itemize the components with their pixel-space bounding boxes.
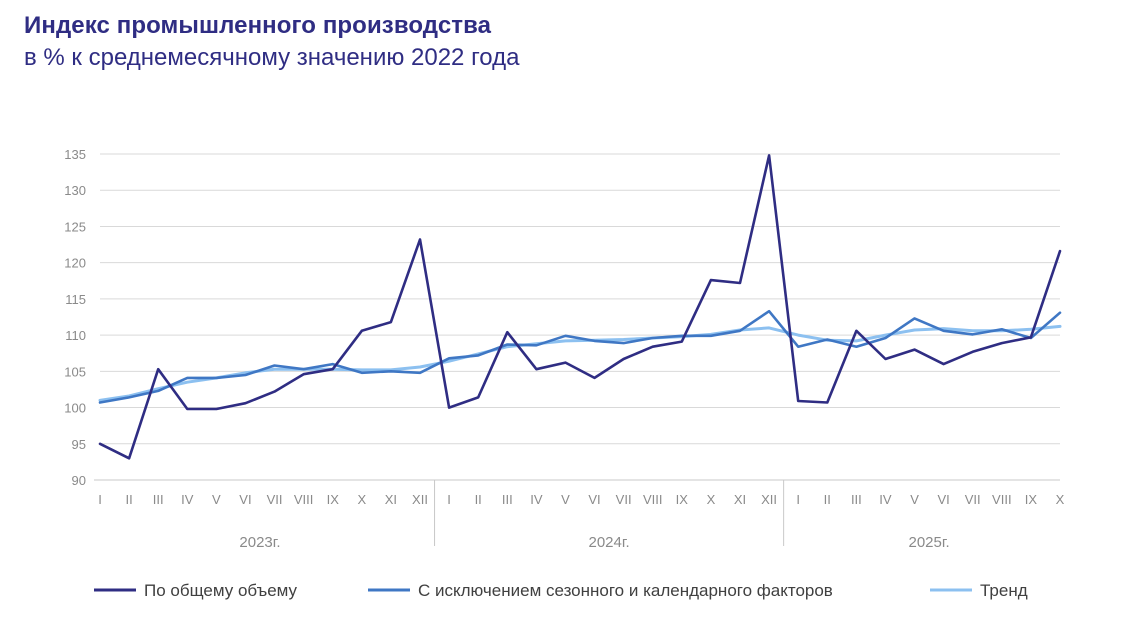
x-tick-label: VII: [267, 492, 283, 507]
x-tick-label: III: [153, 492, 164, 507]
x-tick-label: I: [98, 492, 102, 507]
series-line-0: [98, 154, 1062, 460]
y-tick-label: 135: [64, 147, 86, 162]
x-tick-label: IX: [327, 492, 340, 507]
x-tick-label: VI: [239, 492, 251, 507]
year-label: 2023г.: [239, 534, 280, 551]
y-tick-label: 130: [64, 183, 86, 198]
year-label: 2024г.: [588, 534, 629, 551]
year-label: 2025г.: [908, 534, 949, 551]
x-tick-label: V: [212, 492, 221, 507]
y-tick-label: 115: [65, 292, 86, 307]
chart-subtitle: в % к среднемесячному значению 2022 года: [24, 44, 520, 71]
x-tick-label: VIII: [294, 492, 314, 507]
x-tick-label: XII: [412, 492, 428, 507]
x-tick-label: IX: [1025, 492, 1038, 507]
y-tick-label: 125: [64, 219, 86, 234]
x-tick-label: XI: [734, 492, 746, 507]
x-tick-label: X: [707, 492, 716, 507]
x-tick-label: X: [357, 492, 366, 507]
legend: По общему объему С исключением сезонного …: [94, 581, 1028, 600]
x-tick-label: VI: [937, 492, 949, 507]
x-tick-label: VII: [965, 492, 981, 507]
x-tick-label: II: [125, 492, 132, 507]
x-tick-label: V: [561, 492, 570, 507]
x-tick-label: X: [1056, 492, 1065, 507]
x-tick-label: I: [796, 492, 800, 507]
x-tick-label: III: [851, 492, 862, 507]
x-tick-label: VII: [616, 492, 632, 507]
legend-label: Тренд: [980, 581, 1028, 600]
x-tick-label: VIII: [643, 492, 663, 507]
y-tick-label: 110: [65, 328, 86, 343]
x-tick-label: VI: [588, 492, 600, 507]
legend-label: С исключением сезонного и календарного ф…: [418, 581, 833, 600]
x-tick-label: V: [910, 492, 919, 507]
y-tick-label: 120: [64, 256, 86, 271]
y-tick-label: 100: [64, 401, 86, 416]
y-tick-label: 90: [72, 473, 86, 488]
grid-lines: [100, 153, 1060, 481]
x-tick-label: IV: [181, 492, 194, 507]
x-tick-label: IX: [676, 492, 689, 507]
y-tick-label: 105: [64, 364, 86, 379]
x-tick-label: IV: [879, 492, 892, 507]
x-tick-label: VIII: [992, 492, 1012, 507]
chart-title: Индекс промышленного производства: [24, 12, 492, 39]
x-tick-label: III: [502, 492, 513, 507]
series-lines: [98, 154, 1062, 460]
x-tick-label: I: [447, 492, 451, 507]
y-tick-label: 95: [72, 437, 86, 452]
x-tick-label: II: [824, 492, 831, 507]
series-line-1: [98, 309, 1062, 404]
x-tick-label: XII: [761, 492, 777, 507]
x-tick-label: IV: [530, 492, 543, 507]
legend-label: По общему объему: [144, 581, 298, 600]
x-tick-label: XI: [385, 492, 397, 507]
x-tick-label: II: [475, 492, 482, 507]
